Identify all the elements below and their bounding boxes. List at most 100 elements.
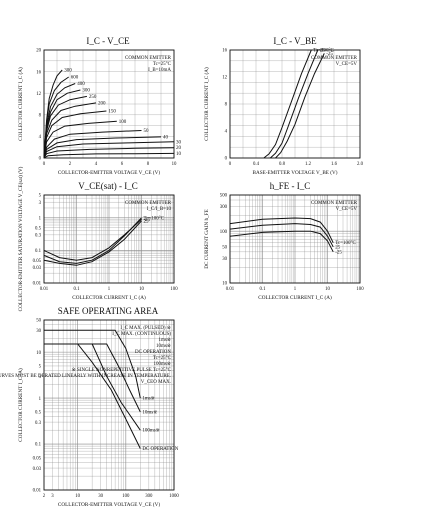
y-tick-label: 0.5 [35, 411, 42, 416]
series-line [43, 130, 142, 159]
x-tick-label: 0.01 [226, 287, 235, 292]
grid [43, 319, 175, 491]
chart-3: 0.01 0.1 1 10 100 0.01 0.03 0.05 0.1 0.3 0.5 1 3 5 V_C… [17, 166, 178, 311]
series-label: 50 [144, 129, 150, 134]
plot-frame [229, 194, 361, 284]
x-axis-label: COLLECTOR CURRENT I_C (A) [72, 294, 146, 301]
y-tick-label: 30 [222, 257, 227, 262]
series-label: 600 [71, 76, 79, 81]
series-line [43, 120, 117, 159]
annotation: 100ms※ [153, 361, 171, 367]
series-label: 25 [320, 49, 326, 54]
y-tick-label: 5 [39, 365, 42, 370]
y-tick-label: 1 [39, 216, 42, 221]
chart-2: 0 0.4 0.8 1.2 1.6 2.0 0 4 8 12 16 I_C - V_BE BASE-EM… [203, 36, 364, 176]
series-line [43, 147, 175, 159]
y-tick-label: 0.05 [33, 259, 42, 264]
plot-frame [229, 49, 361, 159]
y-tick-label: 8 [225, 103, 228, 108]
x-tick-label: 10 [325, 287, 330, 292]
y-tick-label: 0.3 [35, 421, 42, 426]
y-tick-label: 300 [220, 205, 228, 210]
y-tick-label: 4 [225, 130, 228, 135]
x-tick-label: 30 [98, 494, 103, 499]
y-axis-label: DC CURRENT GAIN h_FE [204, 209, 210, 268]
annotation: 1ms※ [158, 337, 171, 343]
x-tick-label: 3 [51, 494, 54, 499]
x-axis-label: COLLECTOR-EMITTER VOLTAGE V_CE (V) [58, 169, 160, 176]
chart-title: h_FE - I_C [270, 181, 311, 191]
x-tick-label: 1 [108, 287, 111, 292]
annotation: V_CEO MAX. [141, 380, 171, 385]
annotation: ※ SINGLE NONREPETITIVE PULSE Tc=25°C [72, 367, 172, 373]
series-label: Tc=100°C [313, 49, 334, 54]
annotation: I_C MAX. (PULSED) ※ [120, 325, 171, 331]
y-tick-label: 3 [39, 375, 42, 380]
y-tick-label: 500 [220, 194, 228, 199]
annotation: V_CE=5V [336, 207, 358, 212]
chart-4: 0.01 0.1 1 10 100 10 30 50 100 300 500 h_FE - I_C CO… [204, 181, 364, 301]
series-line [43, 218, 142, 261]
y-tick-label: 0 [225, 157, 228, 162]
y-tick-label: 0.1 [35, 443, 42, 448]
x-axis-label: COLLECTOR CURRENT I_C (A) [258, 294, 332, 301]
annotation: I_B=10mA [148, 68, 171, 73]
series-line [43, 220, 142, 266]
chart-title: V_CE(sat) - I_C [78, 181, 138, 191]
annotation: V_CE=5V [336, 62, 358, 67]
x-tick-label: 1000 [169, 494, 179, 499]
y-tick-label: 8 [39, 114, 42, 119]
x-tick-label: 100 [356, 287, 364, 292]
y-tick-label: 50 [36, 319, 41, 324]
y-tick-label: 10 [222, 282, 227, 287]
x-tick-label: 0.4 [253, 162, 260, 167]
series-label: 250 [89, 95, 97, 100]
y-tick-label: 0.05 [33, 457, 42, 462]
x-tick-label: 4 [95, 162, 98, 167]
y-tick-label: 100 [220, 230, 228, 235]
series-label: 30 [176, 140, 182, 145]
annotation: COMMON EMITTER [311, 201, 358, 206]
x-tick-label: 10 [139, 287, 144, 292]
series-label: DC OPERATION [142, 447, 178, 452]
annotation: I_C/I_B=10 [147, 207, 172, 212]
chart-5: 2 3 10 30 100 300 10000.010.030.050.10.30.5135… [0, 306, 179, 508]
y-tick-label: 50 [222, 245, 227, 250]
y-tick-label: 10 [36, 351, 41, 356]
x-axis-label: COLLECTOR-EMITTER VOLTAGE V_CE (V) [58, 501, 160, 508]
annotation: CURVES MUST BE DERATED LINEARLY WITH INC… [0, 374, 171, 379]
y-tick-label: 3 [39, 201, 42, 206]
y-tick-label: 0.01 [33, 489, 42, 494]
x-tick-label: 6 [121, 162, 124, 167]
series-label: 200 [98, 101, 106, 106]
series-line [229, 217, 334, 243]
x-tick-label: 2.0 [357, 162, 364, 167]
series-line [43, 136, 162, 159]
y-tick-label: 0.5 [35, 226, 42, 231]
series-label: -25 [335, 250, 342, 255]
annotation: DC OPERATION [135, 350, 171, 355]
chart-title: SAFE OPERATING AREA [58, 306, 159, 316]
plot-frame [43, 319, 175, 491]
x-tick-label: 0 [229, 162, 232, 167]
series-line [275, 53, 325, 159]
series-line [263, 49, 312, 159]
plot-frame [43, 49, 175, 159]
series-label: -25 [144, 218, 151, 223]
series-label: -25 [326, 52, 333, 57]
chart-title: I_C - V_BE [273, 36, 317, 46]
annotation: COMMON EMITTER [311, 56, 358, 61]
y-tick-label: 0.03 [33, 266, 42, 271]
series-line [43, 217, 142, 264]
y-axis-label: COLLECTOR CURRENT I_C (A) [17, 67, 24, 141]
series-label: 300 [64, 68, 72, 73]
annotation: COMMON EMITTER [125, 56, 172, 61]
series-line [43, 141, 175, 159]
x-tick-label: 0.8 [279, 162, 286, 167]
x-tick-label: 8 [147, 162, 150, 167]
y-axis-label: COLLECTOR-EMITTER SATURATION VOLTAGE V_C… [17, 166, 24, 311]
y-tick-label: 16 [222, 49, 227, 54]
y-tick-label: 20 [36, 49, 41, 54]
series-label: Tc=100°C [144, 216, 165, 221]
